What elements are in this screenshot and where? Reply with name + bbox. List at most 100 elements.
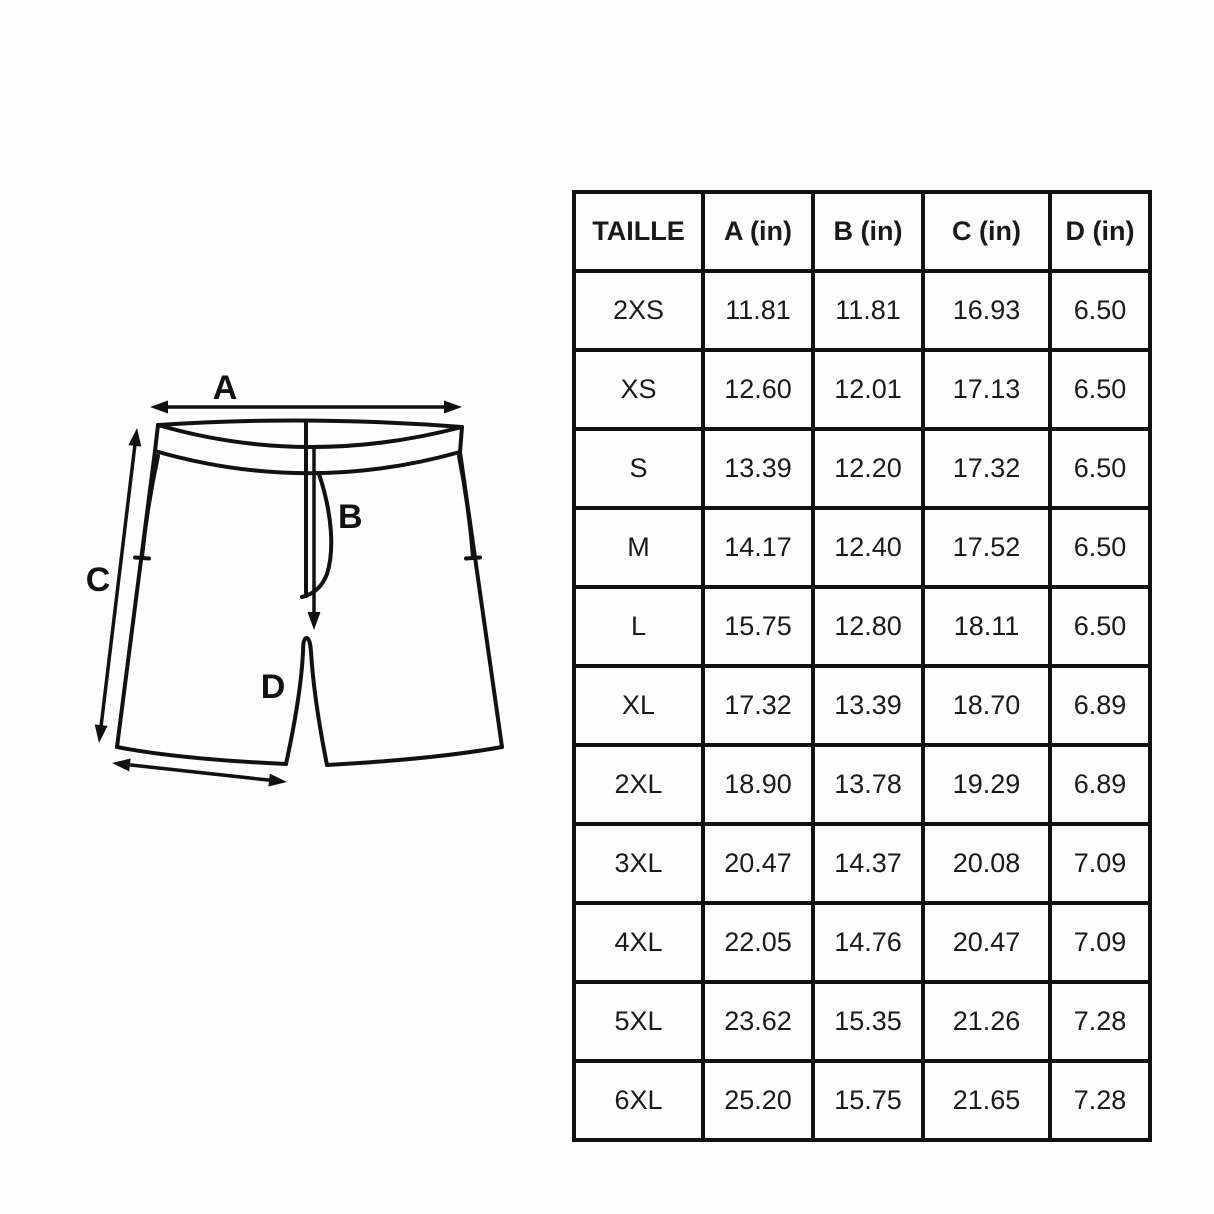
size-chart-table: TAILLE A (in) B (in) C (in) D (in) 2XS 1… bbox=[572, 190, 1152, 1142]
measure-a-label: A bbox=[213, 369, 238, 407]
measure-b-arrow: B bbox=[307, 447, 363, 630]
measure-b-label: B bbox=[338, 498, 363, 536]
value-cell-d: 7.09 bbox=[1048, 901, 1152, 984]
table-row: 4XL 22.05 14.76 20.47 7.09 bbox=[572, 901, 1152, 984]
header-cell-taille: TAILLE bbox=[572, 190, 705, 273]
table-row: 2XS 11.81 11.81 16.93 6.50 bbox=[572, 269, 1152, 352]
value-cell-c: 21.65 bbox=[921, 1059, 1052, 1142]
size-cell: XL bbox=[572, 664, 705, 747]
left-pocket-tick bbox=[133, 555, 151, 561]
measure-d-arrowhead-left bbox=[112, 758, 131, 772]
value-cell-d: 7.09 bbox=[1048, 822, 1152, 905]
shorts-outline-drawing bbox=[115, 418, 504, 767]
value-cell-a: 20.47 bbox=[701, 822, 815, 905]
waistband-back-rim bbox=[156, 418, 464, 429]
value-cell-d: 6.89 bbox=[1048, 743, 1152, 826]
table-row: S 13.39 12.20 17.32 6.50 bbox=[572, 427, 1152, 510]
table-row: 2XL 18.90 13.78 19.29 6.89 bbox=[572, 743, 1152, 826]
size-cell: 2XL bbox=[572, 743, 705, 826]
value-cell-c: 17.13 bbox=[921, 348, 1052, 431]
value-cell-a: 13.39 bbox=[701, 427, 815, 510]
value-cell-c: 17.32 bbox=[921, 427, 1052, 510]
value-cell-b: 15.35 bbox=[811, 980, 925, 1063]
measure-a-arrowhead-right bbox=[444, 400, 462, 414]
right-pocket-slit bbox=[457, 454, 475, 559]
value-cell-a: 25.20 bbox=[701, 1059, 815, 1142]
size-cell: 4XL bbox=[572, 901, 705, 984]
value-cell-a: 23.62 bbox=[701, 980, 815, 1063]
value-cell-d: 6.50 bbox=[1048, 585, 1152, 668]
crotch-notch bbox=[284, 636, 329, 767]
measure-a-arrowhead-left bbox=[150, 400, 168, 414]
value-cell-a: 15.75 bbox=[701, 585, 815, 668]
measure-a-arrow: A bbox=[150, 369, 462, 414]
value-cell-a: 14.17 bbox=[701, 506, 815, 589]
measure-d-line bbox=[128, 763, 271, 782]
value-cell-b: 12.40 bbox=[811, 506, 925, 589]
value-cell-b: 13.78 bbox=[811, 743, 925, 826]
shorts-measurement-diagram: A B C D bbox=[86, 369, 504, 787]
measure-c-label: C bbox=[86, 561, 111, 599]
waistband-front-rim bbox=[156, 423, 464, 449]
header-cell-d: D (in) bbox=[1048, 190, 1152, 273]
measure-c-arrowhead-top bbox=[128, 428, 142, 447]
measure-d-arrowhead-right bbox=[268, 773, 287, 787]
value-cell-c: 20.47 bbox=[921, 901, 1052, 984]
value-cell-c: 18.11 bbox=[921, 585, 1052, 668]
measure-c-arrow: C bbox=[86, 428, 142, 743]
table-row: 5XL 23.62 15.35 21.26 7.28 bbox=[572, 980, 1152, 1063]
size-cell: XS bbox=[572, 348, 705, 431]
value-cell-a: 18.90 bbox=[701, 743, 815, 826]
value-cell-d: 6.50 bbox=[1048, 506, 1152, 589]
value-cell-b: 12.01 bbox=[811, 348, 925, 431]
value-cell-c: 17.52 bbox=[921, 506, 1052, 589]
value-cell-d: 6.50 bbox=[1048, 427, 1152, 510]
measure-c-line bbox=[99, 444, 137, 727]
value-cell-d: 7.28 bbox=[1048, 1059, 1152, 1142]
value-cell-c: 18.70 bbox=[921, 664, 1052, 747]
size-cell: L bbox=[572, 585, 705, 668]
value-cell-b: 15.75 bbox=[811, 1059, 925, 1142]
measure-c-arrowhead-bottom bbox=[94, 724, 108, 743]
left-pocket-slit bbox=[140, 454, 160, 559]
value-cell-b: 12.20 bbox=[811, 427, 925, 510]
size-cell: M bbox=[572, 506, 705, 589]
value-cell-b: 13.39 bbox=[811, 664, 925, 747]
header-cell-c: C (in) bbox=[921, 190, 1052, 273]
value-cell-d: 6.50 bbox=[1048, 269, 1152, 352]
value-cell-a: 11.81 bbox=[701, 269, 815, 352]
value-cell-a: 17.32 bbox=[701, 664, 815, 747]
value-cell-a: 12.60 bbox=[701, 348, 815, 431]
right-pocket-tick bbox=[464, 555, 482, 561]
left-leg-hem bbox=[115, 745, 288, 766]
table-row: XS 12.60 12.01 17.13 6.50 bbox=[572, 348, 1152, 431]
measure-d-label: D bbox=[261, 668, 286, 706]
value-cell-b: 14.37 bbox=[811, 822, 925, 905]
table-row: L 15.75 12.80 18.11 6.50 bbox=[572, 585, 1152, 668]
value-cell-d: 7.28 bbox=[1048, 980, 1152, 1063]
size-cell: S bbox=[572, 427, 705, 510]
right-leg-hem bbox=[325, 745, 504, 767]
value-cell-c: 20.08 bbox=[921, 822, 1052, 905]
value-cell-a: 22.05 bbox=[701, 901, 815, 984]
measure-d-arrow: D bbox=[112, 668, 287, 787]
header-cell-a: A (in) bbox=[701, 190, 815, 273]
value-cell-d: 6.89 bbox=[1048, 664, 1152, 747]
header-cell-b: B (in) bbox=[811, 190, 925, 273]
size-cell: 6XL bbox=[572, 1059, 705, 1142]
value-cell-b: 11.81 bbox=[811, 269, 925, 352]
table-row: 6XL 25.20 15.75 21.65 7.28 bbox=[572, 1059, 1152, 1142]
size-cell: 3XL bbox=[572, 822, 705, 905]
value-cell-b: 14.76 bbox=[811, 901, 925, 984]
table-header-row: TAILLE A (in) B (in) C (in) D (in) bbox=[572, 190, 1152, 273]
value-cell-c: 19.29 bbox=[921, 743, 1052, 826]
table-row: 3XL 20.47 14.37 20.08 7.09 bbox=[572, 822, 1152, 905]
size-cell: 2XS bbox=[572, 269, 705, 352]
value-cell-d: 6.50 bbox=[1048, 348, 1152, 431]
measure-b-arrowhead bbox=[307, 612, 321, 630]
table-row: M 14.17 12.40 17.52 6.50 bbox=[572, 506, 1152, 589]
left-outer-edge bbox=[115, 423, 160, 749]
value-cell-c: 16.93 bbox=[921, 269, 1052, 352]
value-cell-c: 21.26 bbox=[921, 980, 1052, 1063]
